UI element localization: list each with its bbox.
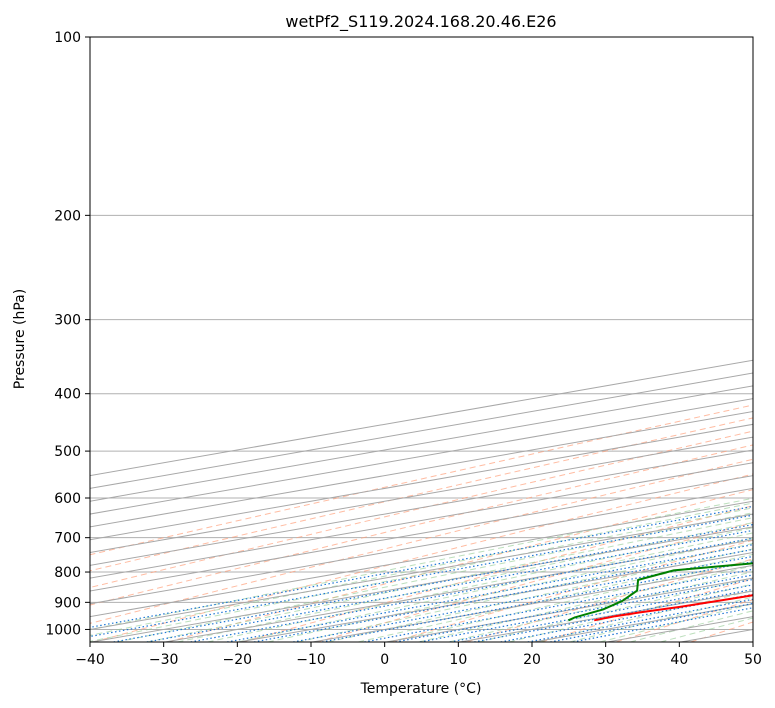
moist-adiabat-line <box>237 532 753 642</box>
y-tick-label: 200 <box>54 208 81 224</box>
x-tick-label: −40 <box>75 652 105 668</box>
isotherm-line <box>90 436 753 554</box>
x-tick-label: −20 <box>223 652 253 668</box>
dry-adiabat-line <box>90 404 753 556</box>
isotherms <box>90 359 753 642</box>
isotherm-line <box>90 513 753 630</box>
dry-adiabat-line <box>90 417 753 572</box>
y-axis-title: Pressure (hPa) <box>12 289 28 389</box>
dry-adiabat-line <box>541 578 753 642</box>
y-tick-label: 900 <box>54 595 81 611</box>
y-tick-label: 400 <box>54 387 81 403</box>
y-tick-label: 800 <box>54 565 81 581</box>
chart-title: wetPf2_S119.2024.168.20.46.E26 <box>285 12 556 32</box>
isotherm-line <box>90 449 753 566</box>
y-tick-label: 700 <box>54 531 81 547</box>
mixing-ratio-line <box>90 505 753 628</box>
moist-adiabat-line <box>478 577 753 642</box>
isotherm-line <box>91 526 753 642</box>
y-axis: 100 200 300 400 500 600 700 800 900 1000 <box>45 30 90 638</box>
y-tick-label: 300 <box>54 313 81 329</box>
mixing-ratio-line <box>364 568 753 642</box>
y-tick-label: 600 <box>54 491 81 507</box>
dry-adiabat-line <box>92 473 753 642</box>
dry-adiabat-line <box>90 430 753 588</box>
x-tick-label: 40 <box>670 652 688 668</box>
isotherm-line <box>165 539 753 642</box>
mixing-ratio-line <box>90 514 753 638</box>
moist-adiabat-line <box>90 502 753 636</box>
isotherm-line <box>90 462 753 579</box>
x-tick-label: 0 <box>380 652 389 668</box>
moist-adiabat-line <box>177 522 753 642</box>
y-tick-label: 1000 <box>45 622 81 638</box>
dry-adiabat-line <box>391 539 753 642</box>
mixing-ratio-lines <box>90 505 753 642</box>
x-axis: −40 −30 −20 −10 0 10 20 30 40 50 <box>75 642 762 668</box>
x-tick-label: −30 <box>149 652 179 668</box>
dry-adiabat-line <box>317 522 753 642</box>
x-tick-label: −10 <box>296 652 326 668</box>
y-tick-label: 100 <box>54 30 81 46</box>
moist-adiabat-line <box>90 507 753 642</box>
plot-area: 0.10.20.40.611.52346810131620253036-100-… <box>90 37 753 642</box>
x-tick-label: 10 <box>449 652 467 668</box>
mixing-ratio-line <box>395 574 753 642</box>
x-tick-label: 50 <box>744 652 762 668</box>
x-tick-label: 30 <box>597 652 615 668</box>
mixing-ratio-line <box>420 578 753 642</box>
x-tick-label: 20 <box>523 652 541 668</box>
moist-adiabat-line <box>388 559 753 642</box>
x-axis-title: Temperature (°C) <box>360 681 482 697</box>
y-tick-label: 500 <box>54 444 81 460</box>
isotherm-line <box>90 475 753 592</box>
mixing-ratio-line <box>226 544 753 642</box>
moist-adiabat-line <box>509 583 753 642</box>
isotherm-line <box>90 500 753 618</box>
plot-frame <box>89 36 754 643</box>
mixing-ratio-line <box>113 523 753 642</box>
isotherm-line <box>90 487 753 605</box>
